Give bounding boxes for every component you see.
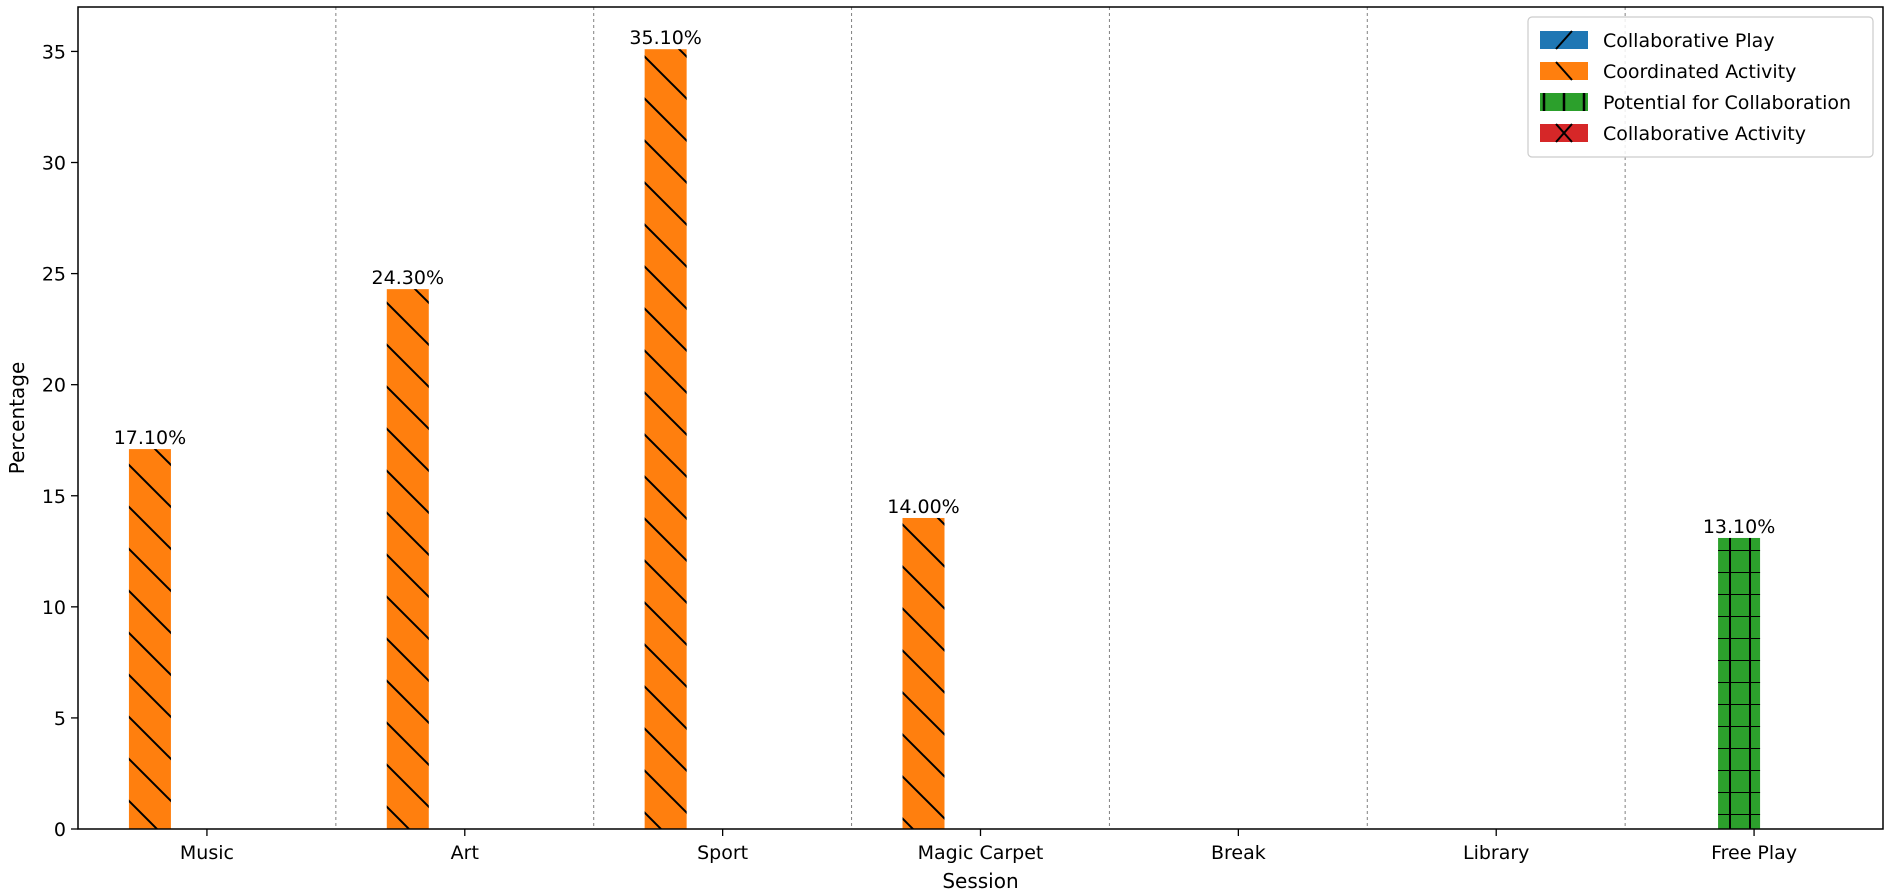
x-tick-label-sport: Sport (697, 842, 748, 864)
bar-magic-carpet-coordinated-activity (902, 517, 945, 829)
bars (128, 49, 1761, 829)
data-label-free-play: 13.10% (1703, 516, 1775, 538)
bar-hatch (1718, 537, 1761, 829)
legend-label: Collaborative Activity (1603, 123, 1806, 145)
bar-hatch (128, 449, 171, 829)
bar-music-coordinated-activity (128, 449, 171, 829)
bar-hatch (386, 289, 429, 829)
legend-label: Collaborative Play (1603, 30, 1775, 52)
bar-hatch (644, 49, 687, 829)
x-tick-label-free-play: Free Play (1711, 842, 1797, 864)
legend-label: Coordinated Activity (1603, 61, 1796, 83)
data-label-magic-carpet: 14.00% (887, 496, 959, 518)
x-tick-label-art: Art (451, 842, 479, 864)
x-tick-label-magic-carpet: Magic Carpet (918, 842, 1044, 864)
data-label-art: 24.30% (372, 267, 444, 289)
legend-item-coordinated-activity: Coordinated Activity (1540, 61, 1796, 83)
bar-sport-coordinated-activity (644, 49, 687, 829)
x-axis: Music Art Sport Magic Carpet Break Library Fre… (180, 829, 1797, 864)
x-tick-label-library: Library (1463, 842, 1529, 864)
data-labels: 17.10% 24.30% 35.10% 14.00% 13.10% (114, 27, 1776, 538)
x-axis-label: Session (942, 869, 1018, 893)
y-tick-label: 30 (42, 153, 66, 175)
legend-item-collaborative-activity: Collaborative Activity (1540, 123, 1806, 145)
bar-art-coordinated-activity (386, 289, 429, 829)
grid-lines (335, 7, 1626, 829)
x-tick-label-break: Break (1211, 842, 1266, 864)
y-axis-label: Percentage (5, 362, 29, 475)
bar-free-play-potential-for-collaboration (1718, 537, 1761, 829)
y-axis: 0 5 10 15 20 25 30 35 (42, 41, 78, 841)
data-label-music: 17.10% (114, 427, 186, 449)
x-tick-label-music: Music (180, 842, 234, 864)
legend-label: Potential for Collaboration (1603, 92, 1851, 114)
legend-item-potential-for-collaboration: Potential for Collaboration (1540, 92, 1851, 114)
y-tick-label: 25 (42, 264, 66, 286)
y-tick-label: 15 (42, 486, 66, 508)
bar-hatch (902, 517, 945, 829)
data-label-sport: 35.10% (629, 27, 701, 49)
legend: Collaborative Play Coordinated Activity Po… (1527, 16, 1874, 158)
y-tick-label: 20 (42, 375, 66, 397)
legend-item-collaborative-play: Collaborative Play (1540, 30, 1775, 52)
y-tick-label: 35 (42, 41, 66, 63)
y-tick-label: 0 (54, 819, 66, 841)
y-tick-label: 10 (42, 597, 66, 619)
legend-box (1527, 16, 1874, 158)
y-tick-label: 5 (54, 708, 66, 730)
